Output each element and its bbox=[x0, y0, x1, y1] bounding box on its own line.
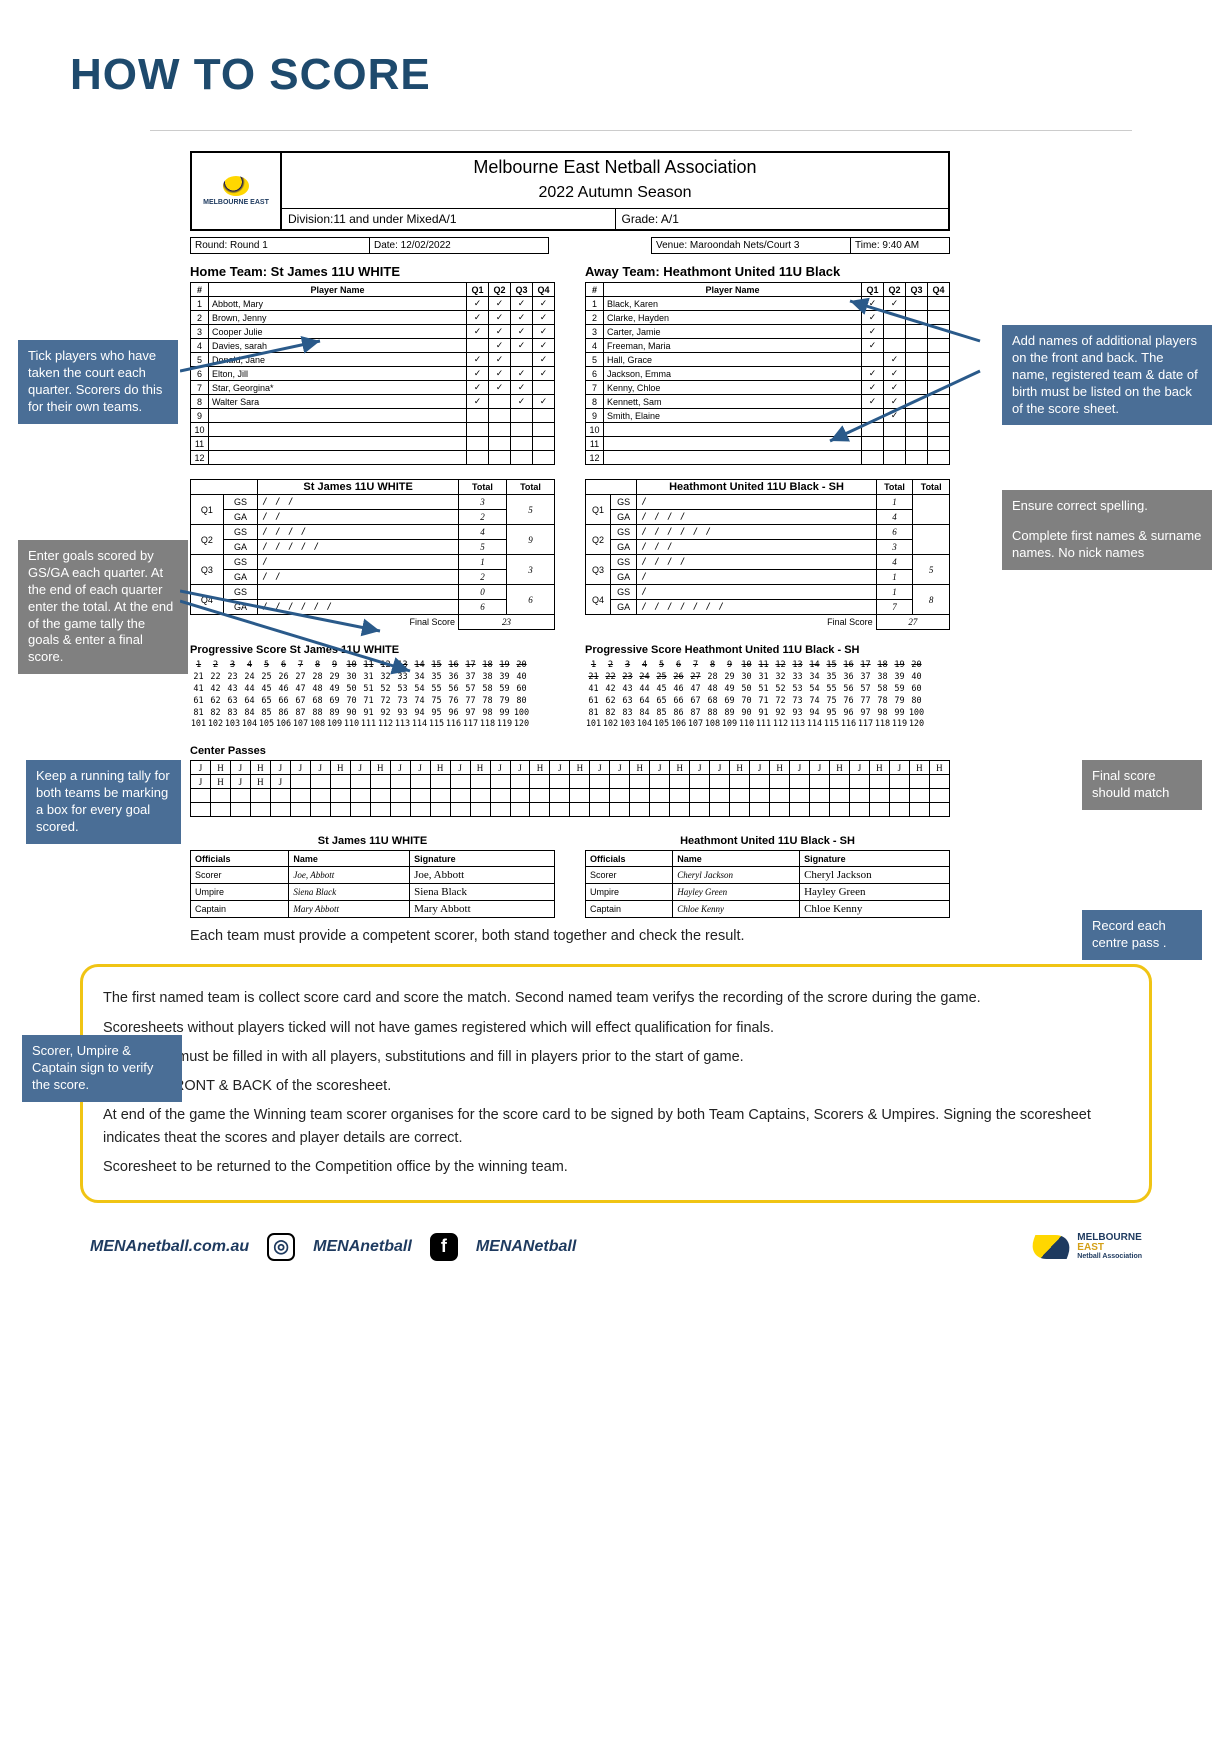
table-row: 11 bbox=[191, 437, 555, 451]
callout-spelling: Ensure correct spelling. bbox=[1002, 490, 1212, 523]
table-row: 4Davies, sarah✓✓✓ bbox=[191, 339, 555, 353]
table-row: 10 bbox=[191, 423, 555, 437]
footer-fb: MENANetball bbox=[476, 1238, 576, 1256]
quarters-row: St James 11U WHITETotalTotalQ1GS/ / /35G… bbox=[190, 479, 950, 630]
home-quarters-table: St James 11U WHITETotalTotalQ1GS/ / /35G… bbox=[190, 479, 555, 630]
table-row: 7Star, Georgina*✓✓✓ bbox=[191, 381, 555, 395]
header-main: Melbourne East Netball Association 2022 … bbox=[282, 153, 948, 229]
progressive-row: Progressive Score St James 11U WHITE 123… bbox=[190, 644, 950, 731]
table-row: 9 bbox=[191, 409, 555, 423]
home-prog-title: Progressive Score St James 11U WHITE bbox=[190, 644, 555, 656]
away-players-table: #Player NameQ1Q2Q3Q4 1Black, Karen✓✓2Cla… bbox=[585, 282, 950, 465]
callout-add-names: Add names of additional players on the f… bbox=[1002, 325, 1212, 425]
table-row: 3Cooper Julie✓✓✓✓ bbox=[191, 325, 555, 339]
table-row: 1Abbott, Mary✓✓✓✓ bbox=[191, 297, 555, 311]
table-row: 3Carter, Jamie✓ bbox=[586, 325, 950, 339]
table-row: 11 bbox=[586, 437, 950, 451]
callout-fullnames: Complete first names & surname names. No… bbox=[1002, 520, 1212, 570]
footer-web: MENAnetball.com.au bbox=[90, 1238, 249, 1256]
away-team-title: Away Team: Heathmont United 11U Black bbox=[585, 264, 950, 279]
home-prog-grid: 1234567891011121314151617181920212223242… bbox=[190, 660, 555, 731]
division: Division:11 and under MixedA/1 bbox=[282, 209, 616, 229]
page: HOW TO SCORE Tick players who have taken… bbox=[0, 0, 1232, 1301]
table-row: 10 bbox=[586, 423, 950, 437]
table-row: 6Jackson, Emma✓✓ bbox=[586, 367, 950, 381]
season: 2022 Autumn Season bbox=[282, 182, 948, 208]
callout-progressive: Keep a running tally for both teams be m… bbox=[26, 760, 181, 844]
officials-row: St James 11U WHITE OfficialsNameSignatur… bbox=[190, 835, 950, 918]
callout-tick-players: Tick players who have taken the court ea… bbox=[18, 340, 178, 424]
away-off-title: Heathmont United 11U Black - SH bbox=[585, 835, 950, 847]
footer-logo: MELBOURNE EAST Netball Association bbox=[1031, 1233, 1142, 1260]
facebook-icon: f bbox=[430, 1233, 458, 1261]
meta-date: Date: 12/02/2022 bbox=[369, 237, 549, 254]
home-officials-table: OfficialsNameSignatureScorerJoe, AbbottJ… bbox=[190, 850, 555, 918]
rule-line: At end of the game the Winning team scor… bbox=[103, 1104, 1129, 1150]
table-row: 1Black, Karen✓✓ bbox=[586, 297, 950, 311]
swoosh-icon bbox=[1027, 1235, 1076, 1259]
meta-venue: Venue: Maroondah Nets/Court 3 bbox=[651, 237, 851, 254]
rule-line: Fill in the FRONT & BACK of the scoreshe… bbox=[103, 1075, 1129, 1098]
callout-sign: Scorer, Umpire & Captain sign to verify … bbox=[22, 1035, 182, 1102]
away-quarters-table: Heathmont United 11U Black - SHTotalTota… bbox=[585, 479, 950, 630]
home-team-block: Home Team: St James 11U WHITE #Player Na… bbox=[190, 264, 555, 465]
lead-rule: Each team must provide a competent score… bbox=[190, 928, 1162, 944]
header-row2: Division:11 and under MixedA/1 Grade: A/… bbox=[282, 208, 948, 229]
centre-passes: Center Passes JHJHJJJHJHJJHJHJJHJHJJHJHJ… bbox=[190, 745, 950, 817]
away-progressive: Progressive Score Heathmont United 11U B… bbox=[585, 644, 950, 731]
table-row: 9Smith, Elaine✓ bbox=[586, 409, 950, 423]
footer: MENAnetball.com.au ◎ MENAnetball f MENAN… bbox=[70, 1223, 1162, 1271]
home-progressive: Progressive Score St James 11U WHITE 123… bbox=[190, 644, 555, 731]
table-row: 2Brown, Jenny✓✓✓✓ bbox=[191, 311, 555, 325]
footer-insta: MENAnetball bbox=[313, 1238, 412, 1256]
table-row: 5Donald, Jane✓✓✓ bbox=[191, 353, 555, 367]
table-row: 2Clarke, Hayden✓ bbox=[586, 311, 950, 325]
away-prog-title: Progressive Score Heathmont United 11U B… bbox=[585, 644, 950, 656]
table-row: 8Kennett, Sam✓✓ bbox=[586, 395, 950, 409]
table-row: 5Hall, Grace✓ bbox=[586, 353, 950, 367]
home-team-title: Home Team: St James 11U WHITE bbox=[190, 264, 555, 279]
home-players-table: #Player NameQ1Q2Q3Q4 1Abbott, Mary✓✓✓✓2B… bbox=[190, 282, 555, 465]
away-quarter-block: Heathmont United 11U Black - SHTotalTota… bbox=[585, 479, 950, 630]
callout-centre-pass: Record each centre pass . bbox=[1082, 910, 1202, 960]
rule-line: Score card must be filled in with all pl… bbox=[103, 1046, 1129, 1069]
page-title: HOW TO SCORE bbox=[70, 50, 1162, 100]
home-quarter-block: St James 11U WHITETotalTotalQ1GS/ / /35G… bbox=[190, 479, 555, 630]
table-row: 4Freeman, Maria✓ bbox=[586, 339, 950, 353]
scoresheet: MELBOURNE EAST Melbourne East Netball As… bbox=[190, 151, 950, 918]
callout-final-match: Final score should match bbox=[1082, 760, 1202, 810]
rule-line: The first named team is collect score ca… bbox=[103, 987, 1129, 1010]
table-row: 7Kenny, Chloe✓✓ bbox=[586, 381, 950, 395]
teams-row: Home Team: St James 11U WHITE #Player Na… bbox=[190, 264, 950, 465]
meta-row: Round: Round 1 Date: 12/02/2022 Venue: M… bbox=[190, 237, 950, 254]
logo-text: MELBOURNE EAST bbox=[203, 199, 269, 206]
logo-icon bbox=[223, 176, 249, 196]
home-officials: St James 11U WHITE OfficialsNameSignatur… bbox=[190, 835, 555, 918]
meta-time: Time: 9:40 AM bbox=[850, 237, 950, 254]
grade: Grade: A/1 bbox=[616, 209, 949, 229]
table-row: 12 bbox=[586, 451, 950, 465]
rule-line: Scoresheet to be returned to the Competi… bbox=[103, 1156, 1129, 1179]
away-officials-table: OfficialsNameSignatureScorerCheryl Jacks… bbox=[585, 850, 950, 918]
table-row: 12 bbox=[191, 451, 555, 465]
logo-cell: MELBOURNE EAST bbox=[192, 153, 282, 229]
away-prog-grid: 1234567891011121314151617181920212223242… bbox=[585, 660, 950, 731]
callout-goals: Enter goals scored by GS/GA each quarter… bbox=[18, 540, 188, 674]
rules-box: The first named team is collect score ca… bbox=[80, 964, 1152, 1202]
divider bbox=[150, 130, 1132, 131]
cp-title: Center Passes bbox=[190, 745, 950, 757]
cp-table: JHJHJJJHJHJJHJHJJHJHJJHJHJJHJHJJHJHJHHJH… bbox=[190, 760, 950, 817]
table-row: 8Walter Sara✓✓✓ bbox=[191, 395, 555, 409]
table-row: 6Elton, Jill✓✓✓✓ bbox=[191, 367, 555, 381]
away-team-block: Away Team: Heathmont United 11U Black #P… bbox=[585, 264, 950, 465]
away-officials: Heathmont United 11U Black - SH Official… bbox=[585, 835, 950, 918]
header-box: MELBOURNE EAST Melbourne East Netball As… bbox=[190, 151, 950, 231]
instagram-icon: ◎ bbox=[267, 1233, 295, 1261]
meta-round: Round: Round 1 bbox=[190, 237, 370, 254]
rule-line: Scoresheets without players ticked will … bbox=[103, 1017, 1129, 1040]
home-off-title: St James 11U WHITE bbox=[190, 835, 555, 847]
assoc-name: Melbourne East Netball Association bbox=[282, 153, 948, 182]
